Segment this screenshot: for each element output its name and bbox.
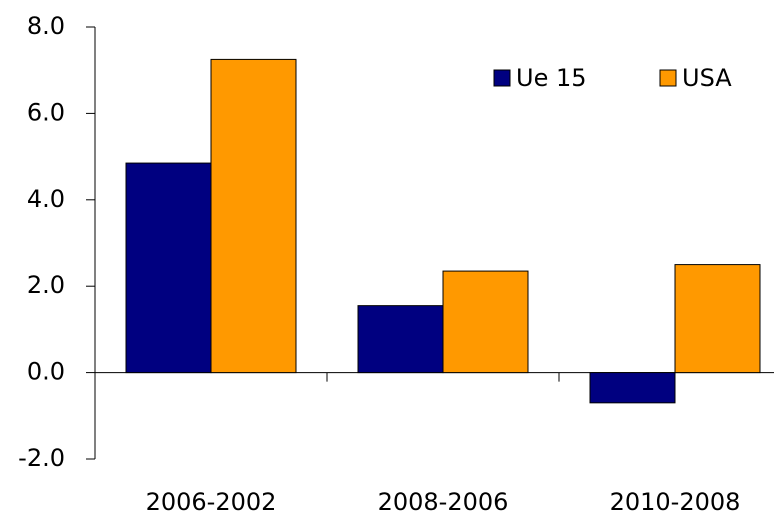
- x-tick-label: 2006-2002: [146, 488, 277, 516]
- y-tick-label: 8.0: [27, 12, 65, 40]
- y-tick-label: -2.0: [18, 444, 65, 472]
- y-tick-label: 4.0: [27, 185, 65, 213]
- legend-swatch: [659, 69, 677, 87]
- y-tick-label: 0.0: [27, 358, 65, 386]
- bar: [674, 264, 761, 374]
- x-tick-label: 2010-2008: [610, 488, 741, 516]
- bar: [589, 372, 676, 404]
- legend-swatch: [493, 69, 511, 87]
- bar: [442, 270, 529, 374]
- bar: [357, 305, 444, 374]
- y-tick-label: 6.0: [27, 98, 65, 126]
- bar: [210, 58, 297, 374]
- y-tick-label: 2.0: [27, 271, 65, 299]
- legend-label: USA: [682, 64, 732, 92]
- legend-label: Ue 15: [516, 64, 587, 92]
- bar: [125, 162, 212, 374]
- x-tick-label: 2008-2006: [378, 488, 509, 516]
